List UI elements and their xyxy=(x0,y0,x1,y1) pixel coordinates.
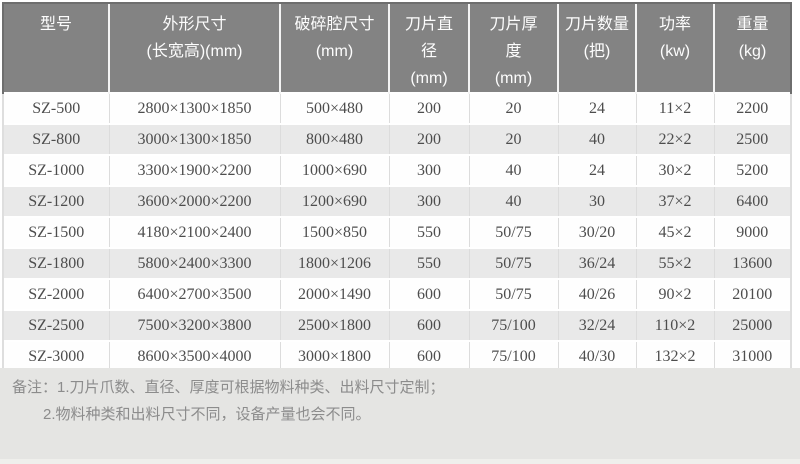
col-header-blade-count: 刀片数量 (把) xyxy=(557,2,636,93)
cell: 600 xyxy=(388,278,469,310)
cell: 110×2 xyxy=(635,309,714,341)
cell: SZ-800 xyxy=(2,123,109,155)
cell: 2500×1800 xyxy=(279,309,389,341)
cell: SZ-1000 xyxy=(2,154,109,186)
cell: 2200 xyxy=(713,92,792,124)
cell: 550 xyxy=(388,216,469,248)
cell: 2000×1490 xyxy=(279,278,389,310)
table-row: SZ-2000 6400×2700×3500 2000×1490 600 50/75 40… xyxy=(2,278,792,310)
cell: 2800×1300×1850 xyxy=(108,92,280,124)
cell: 20100 xyxy=(713,278,792,310)
cell: 50/75 xyxy=(468,278,558,310)
cell: 300 xyxy=(388,185,469,217)
cell: 200 xyxy=(388,123,469,155)
table-row: SZ-500 2800×1300×1850 500×480 200 20 24 11×2 22… xyxy=(2,92,792,124)
spec-table-body: SZ-500 2800×1300×1850 500×480 200 20 24 11×2 22… xyxy=(2,92,792,373)
cell: 6400×2700×3500 xyxy=(108,278,280,310)
cell: 300 xyxy=(388,154,469,186)
col-header-blade-diameter: 刀片直 径 (mm) xyxy=(388,2,469,93)
cell: SZ-2500 xyxy=(2,309,109,341)
cell: 132×2 xyxy=(635,340,714,373)
cell: 40 xyxy=(468,154,558,186)
cell: 22×2 xyxy=(635,123,714,155)
table-row: SZ-1800 5800×2400×3300 1800×1206 550 50/75 36… xyxy=(2,247,792,279)
cell: 5200 xyxy=(713,154,792,186)
cell: 200 xyxy=(388,92,469,124)
cell: 1000×690 xyxy=(279,154,389,186)
cell: 31000 xyxy=(713,340,792,373)
header-row: 型号 外形尺寸 (长宽高)(mm) 破碎腔尺寸 (mm) 刀片直 径 (mm) … xyxy=(2,2,792,93)
cell: 4180×2100×2400 xyxy=(108,216,280,248)
cell: 3300×1900×2200 xyxy=(108,154,280,186)
table-row: SZ-1000 3300×1900×2200 1000×690 300 40 24 30×2… xyxy=(2,154,792,186)
cell: 32/24 xyxy=(557,309,636,341)
cell: 25000 xyxy=(713,309,792,341)
table-row: SZ-1500 4180×2100×2400 1500×850 550 50/75 30/… xyxy=(2,216,792,248)
cell: SZ-2000 xyxy=(2,278,109,310)
cell: 1200×690 xyxy=(279,185,389,217)
cell: 6400 xyxy=(713,185,792,217)
cell: 800×480 xyxy=(279,123,389,155)
cell: 45×2 xyxy=(635,216,714,248)
col-header-weight: 重量 (kg) xyxy=(713,2,792,93)
cell: 75/100 xyxy=(468,340,558,373)
cell: 24 xyxy=(557,154,636,186)
table-row: SZ-3000 8600×3500×4000 3000×1800 600 75/100 4… xyxy=(2,340,792,373)
remarks-block: 备注：1.刀片爪数、直径、厚度可根据物料种类、出料尺寸定制； 2.物料种类和出料… xyxy=(0,368,800,464)
cell: 40 xyxy=(557,123,636,155)
col-header-overall-size: 外形尺寸 (长宽高)(mm) xyxy=(108,2,280,93)
cell: 5800×2400×3300 xyxy=(108,247,280,279)
col-header-blade-thickness: 刀片厚 度 (mm) xyxy=(468,2,558,93)
cell: 600 xyxy=(388,309,469,341)
cell: 24 xyxy=(557,92,636,124)
cell: SZ-1800 xyxy=(2,247,109,279)
cell: 7500×3200×3800 xyxy=(108,309,280,341)
table-row: SZ-1200 3600×2000×2200 1200×690 300 40 30 37×2… xyxy=(2,185,792,217)
remark-line-1: 备注：1.刀片爪数、直径、厚度可根据物料种类、出料尺寸定制； xyxy=(12,379,445,396)
cell: 1500×850 xyxy=(279,216,389,248)
col-header-chamber-size: 破碎腔尺寸 (mm) xyxy=(279,2,389,93)
cell: 75/100 xyxy=(468,309,558,341)
cell: 8600×3500×4000 xyxy=(108,340,280,373)
cell: 37×2 xyxy=(635,185,714,217)
table-row: SZ-800 3000×1300×1850 800×480 200 20 40 22×2 25… xyxy=(2,123,792,155)
cell: 9000 xyxy=(713,216,792,248)
cell: 3000×1800 xyxy=(279,340,389,373)
cell: 1800×1206 xyxy=(279,247,389,279)
cell: 500×480 xyxy=(279,92,389,124)
cell: 30×2 xyxy=(635,154,714,186)
remark-line-2: 2.物料种类和出料尺寸不同，设备产量也会不同。 xyxy=(43,406,371,423)
spec-table-head: 型号 外形尺寸 (长宽高)(mm) 破碎腔尺寸 (mm) 刀片直 径 (mm) … xyxy=(2,2,792,93)
spec-table-wrap: 型号 外形尺寸 (长宽高)(mm) 破碎腔尺寸 (mm) 刀片直 径 (mm) … xyxy=(2,2,792,373)
cell: SZ-1500 xyxy=(2,216,109,248)
cell: 50/75 xyxy=(468,216,558,248)
cell: SZ-3000 xyxy=(2,340,109,373)
cell: 3600×2000×2200 xyxy=(108,185,280,217)
cell: 90×2 xyxy=(635,278,714,310)
col-header-model: 型号 xyxy=(2,2,109,93)
cell: 13600 xyxy=(713,247,792,279)
cell: 11×2 xyxy=(635,92,714,124)
cell: 20 xyxy=(468,123,558,155)
cell: 40 xyxy=(468,185,558,217)
cell: 50/75 xyxy=(468,247,558,279)
col-header-power: 功率 (kw) xyxy=(635,2,714,93)
cell: 40/26 xyxy=(557,278,636,310)
cell: 30 xyxy=(557,185,636,217)
cell: SZ-1200 xyxy=(2,185,109,217)
cell: 550 xyxy=(388,247,469,279)
cell: 30/20 xyxy=(557,216,636,248)
table-row: SZ-2500 7500×3200×3800 2500×1800 600 75/100 3… xyxy=(2,309,792,341)
cell: 36/24 xyxy=(557,247,636,279)
spec-table: 型号 外形尺寸 (长宽高)(mm) 破碎腔尺寸 (mm) 刀片直 径 (mm) … xyxy=(2,2,792,373)
cell: 3000×1300×1850 xyxy=(108,123,280,155)
cell: 20 xyxy=(468,92,558,124)
cell: 55×2 xyxy=(635,247,714,279)
cell: 2500 xyxy=(713,123,792,155)
cell: SZ-500 xyxy=(2,92,109,124)
